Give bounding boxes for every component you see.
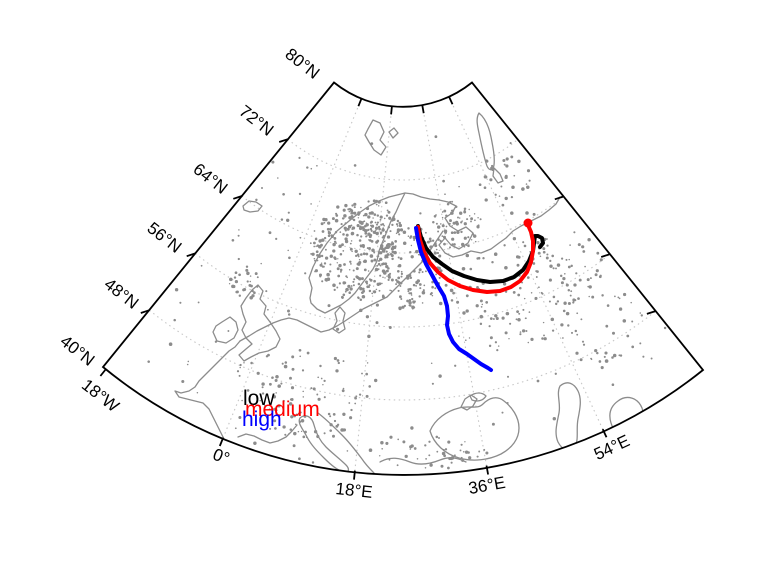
coastline-speckles	[137, 135, 677, 470]
trajectory-medium	[416, 223, 535, 294]
trajectory-medium-end-marker	[523, 218, 533, 228]
trajectory-low	[416, 224, 545, 284]
coastlines	[150, 112, 645, 474]
legend-item-high: high	[242, 408, 282, 431]
axis-ticks	[99, 96, 656, 480]
legend-item-low: low	[243, 387, 275, 410]
lon-tick-label: 18°E	[334, 479, 374, 502]
legend-item-medium: medium	[245, 398, 320, 421]
map-boundary	[101, 81, 705, 476]
trajectories	[414, 218, 545, 372]
trajectory-high	[414, 226, 493, 372]
graticule	[149, 96, 656, 471]
